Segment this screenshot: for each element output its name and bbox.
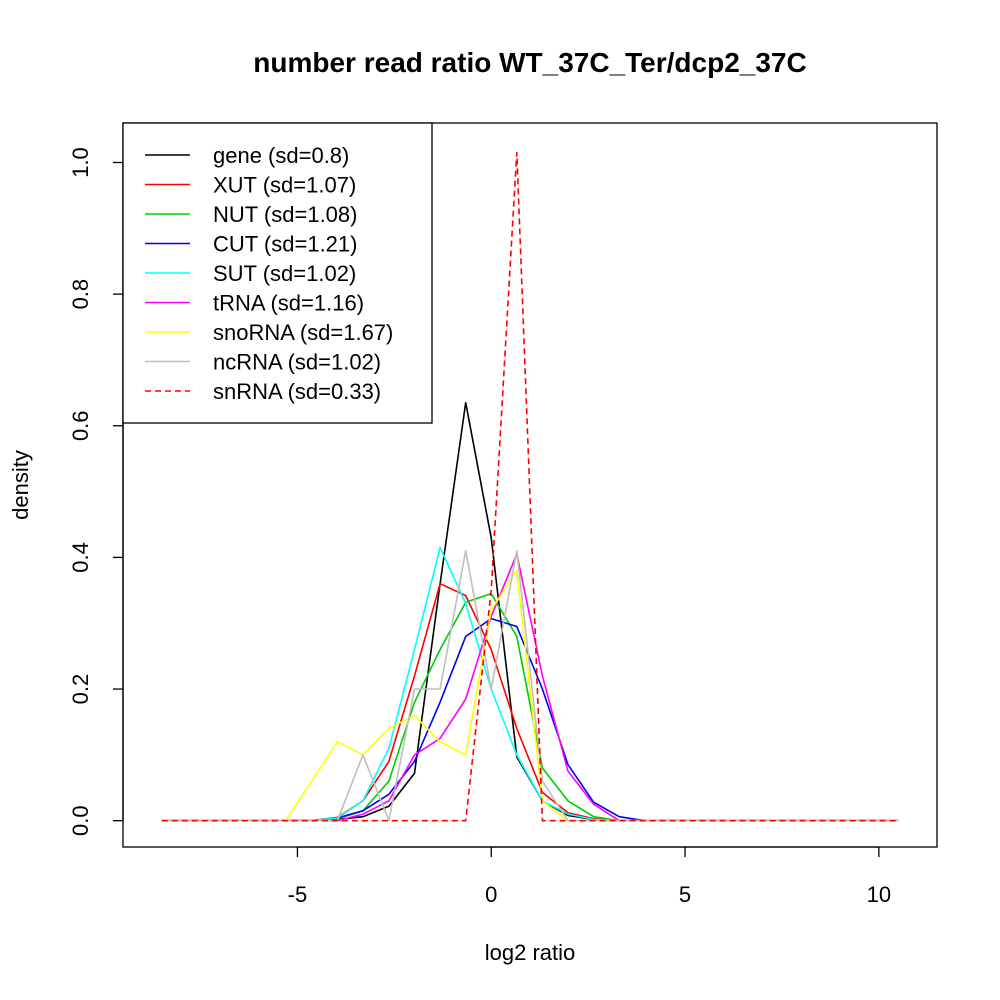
legend-entry: NUT (sd=1.08) — [213, 202, 357, 227]
legend-entry: snoRNA (sd=1.67) — [213, 320, 393, 345]
legend: gene (sd=0.8) XUT (sd=1.07) NUT (sd=1.08) C… — [122, 122, 433, 424]
chart-title: number read ratio WT_37C_Ter/dcp2_37C — [253, 47, 806, 78]
series-line-0 — [161, 401, 899, 822]
series-line-7 — [161, 549, 899, 822]
x-tick-label: 10 — [867, 882, 891, 907]
legend-entry: gene (sd=0.8) — [213, 143, 349, 168]
legend-entry: XUT (sd=1.07) — [213, 173, 356, 198]
y-tick-label: 0.8 — [68, 279, 93, 310]
series-layer — [161, 151, 899, 822]
x-tick-label: 5 — [679, 882, 691, 907]
y-tick-label: 0.2 — [68, 674, 93, 705]
legend-entry: snRNA (sd=0.33) — [213, 379, 381, 404]
series-line-5 — [161, 553, 899, 822]
series-line-2 — [161, 592, 899, 822]
x-axis-label: log2 ratio — [485, 940, 576, 965]
x-axis: -5 0 5 10 — [288, 846, 891, 907]
legend-entry: SUT (sd=1.02) — [213, 261, 356, 286]
y-tick-label: 1.0 — [68, 147, 93, 178]
x-tick-label: 0 — [485, 882, 497, 907]
legend-entry: ncRNA (sd=1.02) — [213, 350, 381, 375]
y-axis: 0.0 0.2 0.4 0.6 0.8 1.0 — [68, 147, 124, 836]
legend-entry: tRNA (sd=1.16) — [213, 291, 364, 316]
y-tick-label: 0.4 — [68, 542, 93, 573]
series-line-8 — [161, 151, 899, 822]
series-line-4 — [161, 546, 899, 822]
y-tick-label: 0.6 — [68, 410, 93, 441]
series-line-3 — [161, 617, 899, 822]
y-axis-label: density — [8, 450, 33, 520]
y-tick-label: 0.0 — [68, 805, 93, 836]
series-line-6 — [161, 569, 899, 822]
x-tick-label: -5 — [288, 882, 308, 907]
legend-entry: CUT (sd=1.21) — [213, 232, 357, 257]
